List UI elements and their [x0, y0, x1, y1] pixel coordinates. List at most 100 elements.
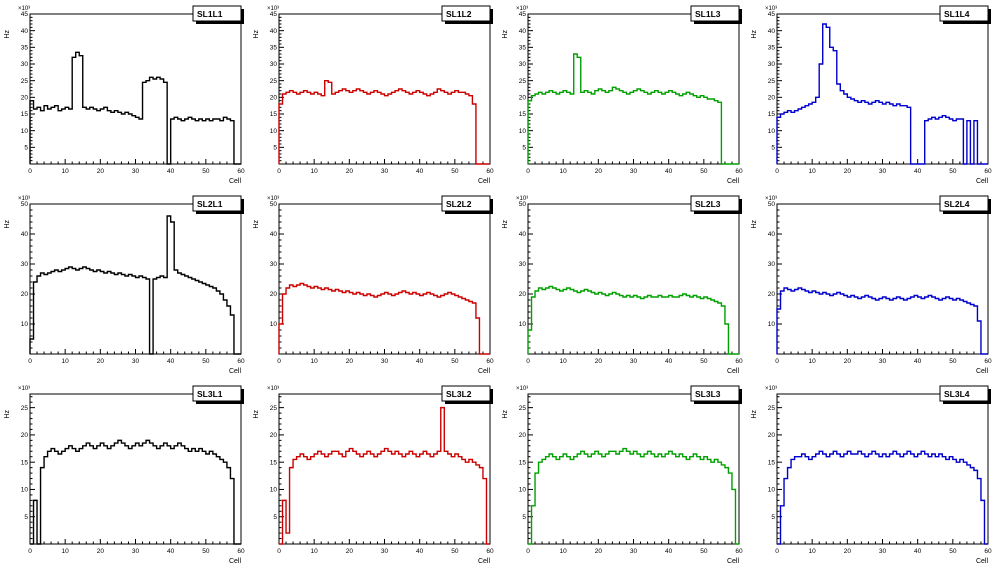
histogram-panel: 0 10 20 30 40 50 60 10 20 30 40 50 ×10³ Hz Cell SL2L4 [747, 190, 996, 380]
x-axis-title: Cell [478, 558, 491, 565]
histogram-line [776, 23, 988, 165]
x-tick-label: 40 [416, 548, 424, 555]
y-tick-label: 10 [768, 321, 776, 328]
title-pave: SL2L4 [939, 195, 991, 214]
y-axis-title: Hz [253, 220, 260, 229]
x-tick-label: 40 [914, 548, 922, 555]
x-tick-label: 50 [451, 168, 459, 175]
y-tick-label: 50 [21, 201, 29, 208]
title-pave: SL1L3 [690, 5, 742, 24]
axis-scale-label: ×10³ [18, 386, 30, 392]
x-tick-label: 30 [132, 548, 140, 555]
y-tick-label: 15 [21, 459, 29, 466]
y-axis-title: Hz [253, 410, 260, 419]
y-axis-title: Hz [502, 30, 509, 39]
y-tick-label: 30 [768, 61, 776, 68]
x-tick-label: 20 [97, 548, 105, 555]
x-tick-label: 50 [949, 168, 957, 175]
title-pave: SL2L3 [690, 195, 742, 214]
x-axis-title: Cell [229, 368, 242, 375]
histogram-svg: 0 10 20 30 40 50 60 5 10 15 20 25 30 35 40 45×10³ Hz Cell… [502, 5, 743, 185]
histogram-line [278, 282, 490, 355]
y-tick-label: 10 [270, 128, 278, 135]
legend-title: SL1L3 [695, 9, 721, 19]
histogram-line [278, 79, 490, 165]
axis-scale-label: ×10³ [765, 6, 777, 12]
histogram-panel: 0 10 20 30 40 50 60 5 10 15 20 25 30 35 40 45 ×10³ Hz Cell… [747, 0, 996, 190]
y-tick-label: 25 [768, 78, 776, 85]
axis-scale-label: ×10³ [516, 6, 528, 12]
x-tick-label: 30 [132, 358, 140, 365]
histogram-svg: 0 10 20 30 40 50 60 5 10 15 20 25 ×10³ Hz Cell SL3L3 [502, 385, 743, 565]
y-axis: 5 10 15 20 25 30 35 40 45 [270, 11, 284, 165]
x-tick-label: 40 [665, 548, 673, 555]
x-tick-label: 60 [237, 168, 245, 175]
y-tick-label: 10 [519, 321, 527, 328]
x-tick-label: 0 [277, 548, 281, 555]
y-tick-label: 40 [768, 231, 776, 238]
y-tick-label: 5 [273, 514, 277, 521]
legend-title: SL1L2 [446, 9, 472, 19]
y-tick-label: 15 [768, 459, 776, 466]
x-tick-label: 50 [949, 548, 957, 555]
x-tick-label: 20 [346, 168, 354, 175]
x-tick-label: 60 [984, 548, 992, 555]
y-axis: 5 10 15 20 25 30 35 40 45 [519, 11, 533, 165]
y-tick-label: 35 [21, 45, 29, 52]
y-tick-label: 20 [768, 95, 776, 102]
x-tick-label: 10 [809, 168, 817, 175]
x-tick-label: 50 [202, 168, 210, 175]
x-axis: 0 10 20 30 40 50 60 [526, 159, 743, 175]
title-pave: SL3L2 [441, 385, 493, 404]
y-tick-label: 40 [270, 231, 278, 238]
title-pave: SL1L2 [441, 5, 493, 24]
x-tick-label: 20 [595, 168, 603, 175]
y-tick-label: 5 [771, 145, 775, 152]
y-tick-label: 15 [270, 111, 278, 118]
x-tick-label: 10 [809, 358, 817, 365]
y-tick-label: 20 [768, 291, 776, 298]
x-tick-label: 40 [167, 358, 175, 365]
x-tick-label: 0 [526, 168, 530, 175]
x-tick-label: 0 [775, 548, 779, 555]
histogram-svg: 0 10 20 30 40 50 60 5 10 15 20 25 30 35 40 45×10³ Hz Cell… [253, 5, 494, 185]
x-tick-label: 40 [665, 358, 673, 365]
y-tick-label: 5 [273, 145, 277, 152]
y-tick-label: 45 [270, 11, 278, 18]
x-axis: 0 10 20 30 40 50 60 [28, 349, 245, 365]
y-tick-label: 10 [21, 321, 29, 328]
x-axis-title: Cell [976, 558, 989, 565]
histogram-svg: 0 10 20 30 40 50 60 5 10 15 20 25 30 35 40 45×10³ Hz Cell… [4, 5, 245, 185]
x-tick-label: 30 [381, 548, 389, 555]
histogram-panel: 0 10 20 30 40 50 60 5 10 15 20 25 30 35 40 45 ×10³ Hz Cell… [249, 0, 498, 190]
histogram-panel: 0 10 20 30 40 50 60 5 10 15 20 25 ×10³ Hz Cell SL3L4 [747, 380, 996, 570]
histogram-line [528, 447, 739, 545]
x-axis: 0 10 20 30 40 50 60 [775, 159, 992, 175]
histogram-line [527, 53, 739, 165]
y-tick-label: 25 [519, 405, 527, 412]
y-tick-label: 5 [771, 514, 775, 521]
x-tick-label: 10 [311, 168, 319, 175]
y-axis: 10 20 30 40 50 [21, 201, 35, 355]
x-tick-label: 60 [486, 168, 494, 175]
y-axis-title: Hz [253, 30, 260, 39]
x-tick-label: 40 [167, 168, 175, 175]
y-axis: 5 10 15 20 25 30 35 40 45 [21, 11, 35, 165]
y-tick-label: 20 [519, 432, 527, 439]
x-tick-label: 20 [346, 548, 354, 555]
y-tick-label: 40 [519, 231, 527, 238]
y-axis: 5 10 15 20 25 [270, 396, 284, 545]
y-tick-label: 10 [21, 487, 29, 494]
legend-title: SL3L2 [446, 389, 472, 399]
y-tick-label: 45 [768, 11, 776, 18]
y-tick-label: 10 [270, 321, 278, 328]
axis-scale-label: ×10³ [765, 196, 777, 202]
x-tick-label: 50 [202, 358, 210, 365]
y-tick-label: 30 [519, 261, 527, 268]
x-tick-label: 60 [735, 168, 743, 175]
title-pave: SL3L3 [690, 385, 742, 404]
y-tick-label: 25 [519, 78, 527, 85]
